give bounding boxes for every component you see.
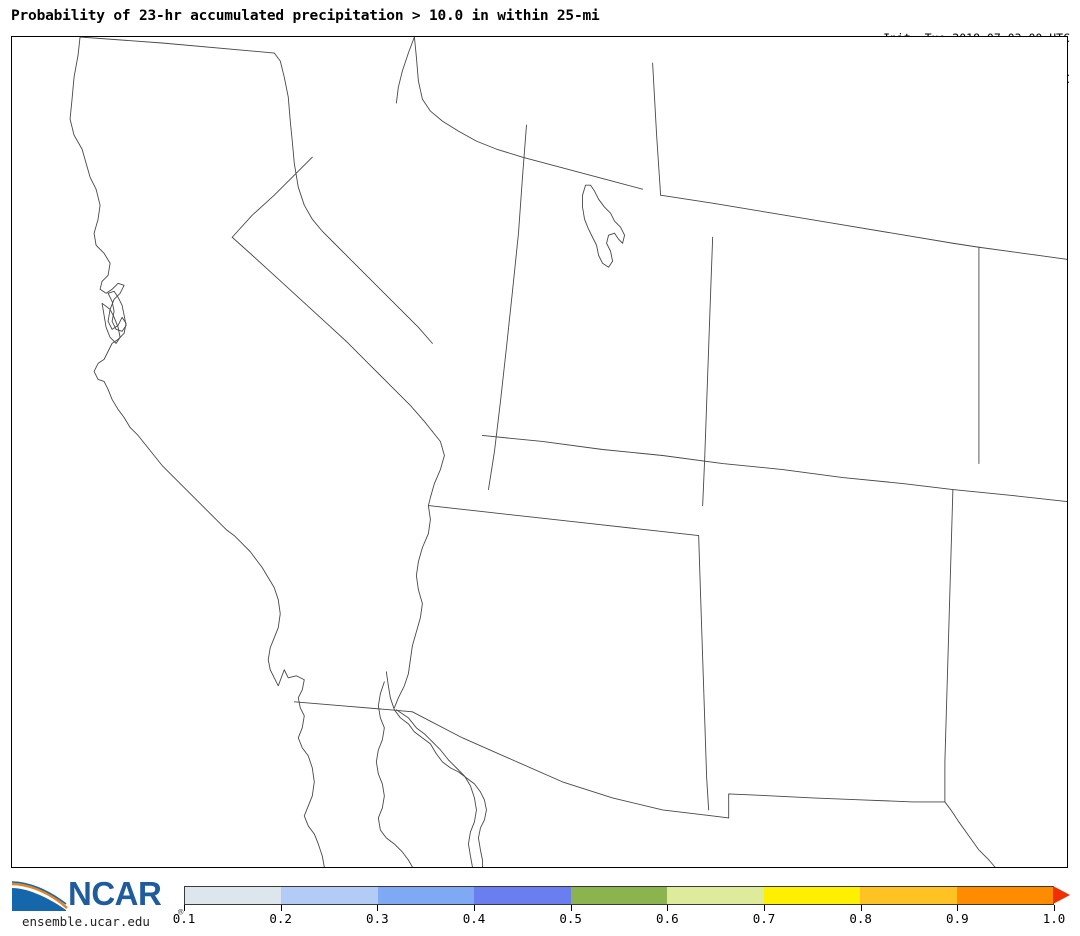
colorbar-segment-3 (474, 887, 571, 904)
colorbar-tick-4 (570, 905, 572, 911)
map-frame[interactable] (11, 36, 1068, 868)
baja-pacific-coastline (375, 681, 413, 867)
colorbar-segment-1 (281, 887, 378, 904)
wyoming-colorado-border (481, 435, 954, 490)
colorbar-overflow-arrow-icon (1053, 886, 1070, 904)
utah-arizona-border (427, 505, 700, 537)
newmexico-texas-border (944, 489, 954, 803)
colorbar-tick-7 (860, 905, 862, 911)
sonora-coastline (395, 709, 477, 867)
map-canvas[interactable] (12, 37, 1067, 867)
colorbar-segment-8 (956, 887, 1053, 904)
colorbar-tick-6 (764, 905, 765, 911)
colorbar-tick-label-8: 0.9 (946, 911, 969, 926)
nevada-utah-border (488, 124, 527, 490)
wyoming-nebraska-border (978, 246, 1067, 260)
colorbar-segment-0 (185, 887, 282, 904)
california-nevada-border (231, 236, 433, 432)
great-salt-lake (582, 184, 626, 268)
usa-mexico-border-arizona (411, 711, 730, 819)
ncar-logo-wordmark: NCAR (68, 875, 162, 912)
montana-wyoming-border (660, 194, 980, 248)
colorbar-segment-7 (860, 887, 957, 904)
ncar-logo-url: ensemble.ucar.edu (22, 914, 150, 929)
nevada-arizona-border (393, 431, 445, 709)
footer-bar: NCAR ensemble.ucar.edu ® 0.1 0.2 0.3 0.4 0.5… (0, 872, 1080, 936)
colorbar-tick-5 (667, 905, 669, 911)
page-title: Probability of 23-hr accumulated precipi… (11, 8, 600, 24)
colorbar-tick-3 (474, 905, 475, 911)
colorbar[interactable]: 0.1 0.2 0.3 0.4 0.5 0.6 0.7 0.8 0.9 1.0 (173, 886, 1070, 932)
ncar-logo[interactable]: NCAR ensemble.ucar.edu (8, 875, 176, 932)
colorbar-segment-5 (667, 887, 764, 904)
arizona-newmexico-border (698, 535, 710, 811)
colorbar-tick-label-4: 0.5 (559, 911, 582, 926)
colorbar-tick-label-1: 0.2 (269, 911, 292, 926)
usa-mexico-border-newmexico-jog (728, 793, 946, 819)
utah-colorado-border (702, 236, 714, 507)
colorbar-tick-0 (184, 905, 185, 911)
colorbar-tick-label-5: 0.6 (656, 911, 679, 926)
colorbar-tick-label-3: 0.4 (462, 911, 486, 926)
colorbar-ticks: 0.1 0.2 0.3 0.4 0.5 0.6 0.7 0.8 0.9 1.0 (173, 905, 1065, 931)
colorbar-tick-label-7: 0.8 (849, 911, 872, 926)
colorbar-tick-label-2: 0.3 (366, 911, 389, 926)
colorado-kansas-border (952, 489, 1067, 503)
colorbar-segment-6 (763, 887, 861, 904)
colorbar-tick-8 (957, 905, 959, 911)
colorbar-tick-1 (280, 905, 282, 911)
colorbar-tick-9 (1054, 905, 1055, 911)
california-mexico-border (293, 701, 413, 713)
oregon-north-border (79, 37, 275, 54)
colorbar-segments[interactable] (184, 886, 1054, 905)
rio-grande-border (944, 801, 996, 867)
montana-idaho-border (395, 37, 415, 104)
colorbar-tick-2 (377, 905, 379, 911)
san-francisco-bay (107, 290, 127, 332)
oregon-nevada-boundary (231, 156, 313, 238)
colorbar-segment-2 (377, 887, 475, 904)
ncar-logo-mark (11, 881, 68, 911)
oregon-idaho-border (273, 52, 433, 344)
state-and-country-borders (69, 37, 1067, 867)
san-francisco-bay-inner (101, 302, 121, 344)
idaho-wyoming-border (652, 62, 662, 196)
idaho-north-border (413, 37, 644, 190)
colorbar-tick-label-6: 0.7 (752, 911, 776, 926)
pacific-coastline (69, 37, 325, 867)
registered-trademark-icon: ® (178, 908, 184, 918)
colorbar-segment-4 (570, 887, 668, 904)
colorbar-tick-label-0: 0.1 (172, 911, 196, 926)
colorbar-tick-label-9: 1.0 (1042, 911, 1066, 926)
baja-gulf-coastline (385, 671, 487, 867)
